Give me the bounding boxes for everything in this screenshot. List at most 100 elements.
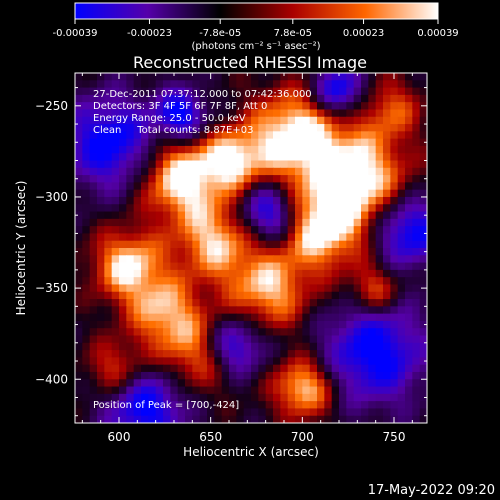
heatmap-cell [111, 189, 120, 198]
heatmap-cell [412, 138, 421, 147]
heatmap-cell [192, 408, 201, 417]
heatmap-cell [317, 401, 325, 410]
heatmap-cell [148, 175, 157, 183]
heatmap-cell [82, 299, 91, 307]
heatmap-cell [339, 211, 347, 220]
colorbar-tick-label: -7.8e-05 [199, 28, 241, 39]
heatmap-cell [390, 80, 399, 89]
heatmap-cell [163, 277, 171, 286]
heatmap-cell [339, 87, 347, 96]
heatmap-cell [302, 102, 311, 111]
heatmap-cell [155, 102, 164, 111]
heatmap-cell [419, 415, 427, 423]
heatmap-cell [287, 175, 296, 183]
heatmap-cell [375, 240, 384, 249]
heatmap-cell [104, 87, 113, 96]
heatmap-cell [82, 364, 91, 373]
heatmap-cell [75, 182, 83, 191]
heatmap-cell [361, 189, 369, 198]
heatmap-cell [258, 393, 267, 402]
heatmap-cell [243, 102, 252, 111]
heatmap-cell [185, 124, 193, 132]
heatmap-cell [412, 328, 421, 337]
heatmap-cell [353, 386, 362, 395]
heatmap-cell [148, 218, 157, 227]
heatmap-cell [214, 291, 223, 300]
heatmap-cell [141, 80, 149, 89]
heatmap-cell [397, 306, 406, 315]
heatmap-cell [317, 240, 325, 249]
heatmap-cell [207, 335, 215, 344]
heatmap-cell [177, 379, 186, 388]
heatmap-cell [207, 313, 215, 322]
heatmap-cell [111, 124, 120, 132]
heatmap-cell [280, 291, 289, 300]
heatmap-cell [324, 124, 333, 132]
heatmap-cell [221, 328, 230, 337]
heatmap-cell [302, 328, 311, 337]
heatmap-cell [155, 145, 164, 154]
heatmap-cell [163, 211, 171, 220]
heatmap-cell [265, 204, 274, 213]
heatmap-cell [82, 175, 91, 183]
heatmap-cell [111, 131, 120, 140]
heatmap-cell [185, 379, 193, 388]
heatmap-cell [317, 167, 325, 176]
heatmap-cell [309, 255, 318, 264]
heatmap-cell [405, 218, 413, 227]
heatmap-cell [126, 167, 135, 176]
heatmap-cell [236, 393, 245, 402]
heatmap-cell [243, 80, 252, 89]
heatmap-cell [155, 299, 164, 307]
heatmap-cell [353, 211, 362, 220]
heatmap-cell [82, 328, 91, 337]
heatmap-cell [405, 313, 413, 322]
heatmap-cell [309, 262, 318, 271]
heatmap-cell [353, 284, 362, 293]
heatmap-cell [353, 196, 362, 205]
heatmap-cell [155, 350, 164, 358]
heatmap-cell [97, 131, 105, 140]
heatmap-cell [251, 364, 259, 373]
heatmap-cell [375, 248, 384, 256]
heatmap-cell [236, 145, 245, 154]
heatmap-cell [185, 131, 193, 140]
heatmap-cell [207, 364, 215, 373]
heatmap-cell [82, 401, 91, 410]
heatmap-cell [339, 182, 347, 191]
heatmap-cell [229, 255, 237, 264]
heatmap-cell [287, 320, 296, 329]
heatmap-cell [375, 393, 384, 402]
heatmap-cell [163, 240, 171, 249]
heatmap-cell [346, 182, 355, 191]
heatmap-cell [111, 371, 120, 380]
heatmap-cell [302, 218, 311, 227]
heatmap-cell [390, 342, 399, 351]
heatmap-cell [148, 306, 157, 315]
heatmap-cell [324, 94, 333, 103]
heatmap-cell [302, 240, 311, 249]
heatmap-cell [126, 408, 135, 417]
heatmap-cell [353, 248, 362, 256]
heatmap-cell [192, 255, 201, 264]
heatmap-cell [368, 269, 377, 278]
heatmap-cell [126, 269, 135, 278]
heatmap-cell [309, 350, 318, 358]
heatmap-cell [214, 131, 223, 140]
heatmap-cell [265, 109, 274, 118]
heatmap-cell [148, 393, 157, 402]
heatmap-cell [126, 313, 135, 322]
heatmap-cell [258, 284, 267, 293]
heatmap-cell [199, 248, 208, 256]
heatmap-cell [280, 233, 289, 242]
heatmap-cell [192, 167, 201, 176]
heatmap-cell [133, 379, 142, 388]
heatmap-cell [214, 211, 223, 220]
heatmap-cell [280, 218, 289, 227]
heatmap-cell [368, 357, 377, 366]
heatmap-cell [148, 94, 157, 103]
heatmap-cell [185, 320, 193, 329]
heatmap-cell [207, 284, 215, 293]
heatmap-cell [317, 269, 325, 278]
heatmap-cell [361, 116, 369, 125]
